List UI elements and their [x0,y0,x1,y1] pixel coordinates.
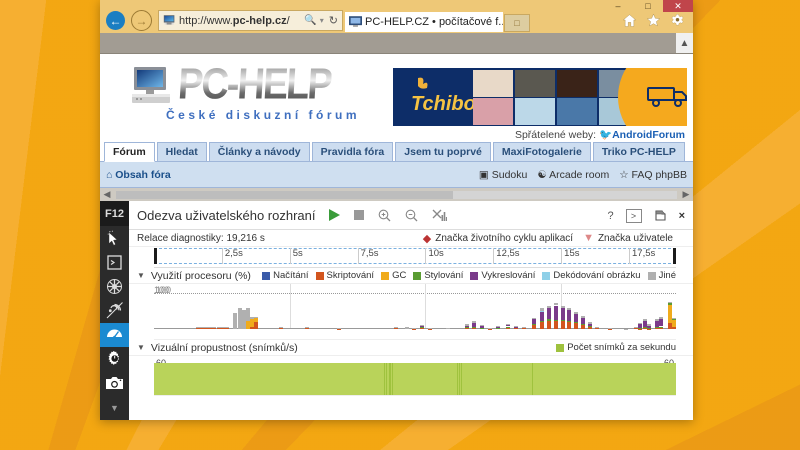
svg-text:Tchibo: Tchibo [411,93,476,115]
